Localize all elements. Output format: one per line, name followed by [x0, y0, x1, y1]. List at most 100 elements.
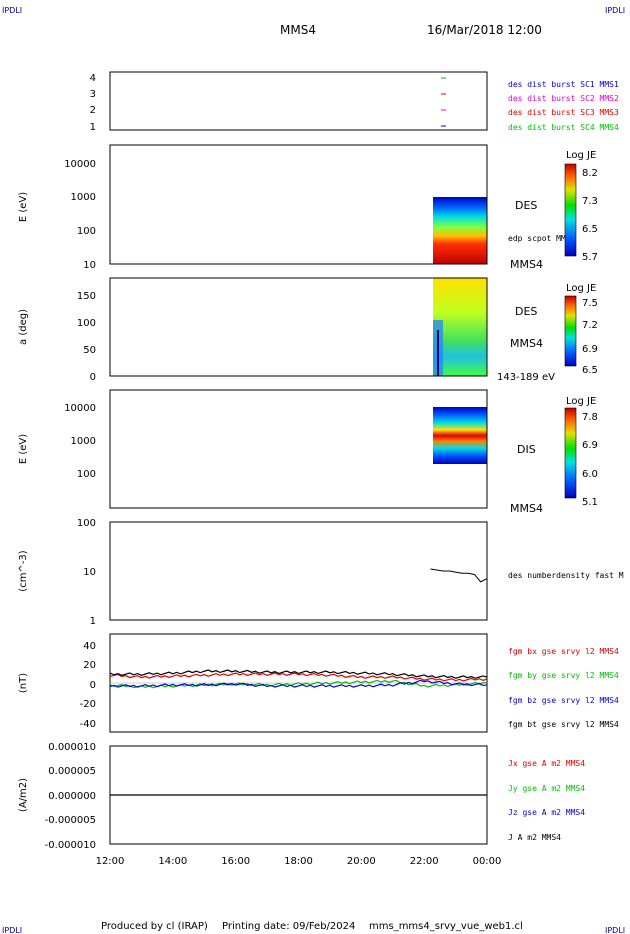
corner-label-top-right: IPDLI: [605, 6, 625, 15]
des-pa-ytick-100: 100: [77, 318, 96, 329]
b-ytick-m20: -20: [80, 699, 96, 710]
j-ylabel: (A/m2): [18, 778, 29, 812]
dens-legend: des numberdensity fast M: [508, 571, 624, 580]
bfield-series: [109, 669, 488, 689]
density-series: [430, 568, 488, 583]
burst-legend-mms3: des dist burst SC3 MMS3: [508, 108, 619, 117]
burst-ytick-4: 4: [90, 73, 96, 84]
des-e-cbar-tick-1: 7.3: [582, 196, 598, 207]
dis-energy-spectrogram: [433, 407, 487, 464]
des-e-ytick-10: 10: [83, 260, 96, 271]
des-e-cbar-tick-0: 8.2: [582, 168, 598, 179]
b-ytick-0: 0: [90, 680, 96, 691]
corner-label-bottom-left: IPDLI: [2, 926, 22, 934]
panel-des-pitch-frame: [109, 277, 488, 377]
panel-des-energy-frame: [109, 144, 488, 265]
header-spacecraft: MMS4: [280, 23, 316, 37]
dis-e-cbar-tick-1: 6.9: [582, 440, 598, 451]
x-tick-label: 18:00: [284, 856, 313, 867]
dis-e-ytick-10000: 10000: [64, 403, 96, 414]
x-tick-label: 20:00: [347, 856, 376, 867]
burst-legend-mms1: des dist burst SC1 MMS1: [508, 80, 619, 89]
b-legend-bt: fgm bt gse srvy l2 MMS4: [508, 720, 619, 729]
b-legend-by: fgm by gse srvy l2 MMS4: [508, 671, 619, 680]
des-pa-side-label2: MMS4: [510, 337, 543, 350]
des-e-ylabel: E (eV): [18, 192, 29, 222]
x-tick-label: 00:00: [473, 856, 502, 867]
des-pa-cbar-tick-2: 6.9: [582, 344, 598, 355]
des-e-ytick-100: 100: [77, 226, 96, 237]
burst-legend-mms4: des dist burst SC4 MMS4: [508, 123, 619, 132]
burst-ytick-2: 2: [90, 105, 96, 116]
dis-e-bottom-label: MMS4: [510, 502, 543, 515]
des-e-colorbar: [564, 163, 577, 257]
bfield-line-by: [109, 679, 488, 689]
b-ytick-m40: -40: [80, 719, 96, 730]
b-legend-bz: fgm bz gse srvy l2 MMS4: [508, 696, 619, 705]
des-e-cbar-tick-2: 6.5: [582, 224, 598, 235]
dens-ylabel: (cm^-3): [18, 550, 29, 591]
des-pa-ylabel: a (deg): [18, 309, 29, 345]
dens-ytick-10: 10: [83, 567, 96, 578]
des-pa-colorbar: [564, 295, 577, 367]
j-ytick-4: -0.000010: [45, 840, 96, 851]
dis-e-ytick-1000: 1000: [71, 436, 96, 447]
des-e-bottom-label: MMS4: [510, 258, 543, 271]
x-axis: 12:00 14:00 16:00 18:00 20:00 22:00 00:00: [96, 856, 502, 867]
x-tick-label: 12:00: [96, 856, 125, 867]
bfield-line-bx: [109, 672, 488, 682]
panel-burst-frame: [109, 71, 488, 131]
j-legend-j: J A m2 MMS4: [508, 833, 561, 842]
dens-ytick-100: 100: [77, 518, 96, 529]
des-pa-cbar-tick-1: 7.2: [582, 320, 598, 331]
header-date: 16/Mar/2018 12:00: [427, 23, 542, 37]
bfield-line-bt: [109, 669, 488, 679]
footer-produced-by: Produced by cl (IRAP): [101, 921, 208, 932]
panel-density-frame: [109, 521, 488, 621]
footer-filename: mms_mms4_srvy_vue_web1.cl: [369, 921, 523, 932]
j-ytick-1: 0.000005: [48, 766, 96, 777]
des-pa-cbar-tick-3: 6.5: [582, 365, 598, 376]
des-pa-colorbar-title: Log JE: [566, 283, 596, 294]
dens-ytick-1: 1: [90, 616, 96, 627]
b-ytick-40: 40: [83, 641, 96, 652]
dis-e-colorbar-title: Log JE: [566, 396, 596, 407]
burst-legend-mms2: des dist burst SC2 MMS2: [508, 94, 619, 103]
burst-ytick-1: 1: [90, 122, 96, 133]
des-pa-cbar-tick-0: 7.5: [582, 298, 598, 309]
dis-e-ytick-100: 100: [77, 469, 96, 480]
x-tick-label: 14:00: [158, 856, 187, 867]
des-e-cbar-tick-3: 5.7: [582, 252, 598, 263]
des-pa-side-label: DES: [515, 305, 537, 318]
dis-e-side-label: DIS: [517, 443, 536, 456]
des-pa-ytick-0: 0: [90, 372, 96, 383]
b-ylabel: (nT): [18, 673, 29, 693]
j-legend-jz: Jz gse A m2 MMS4: [508, 808, 585, 817]
des-pa-ytick-50: 50: [83, 345, 96, 356]
x-tick-label: 16:00: [221, 856, 250, 867]
footer-printing-date: Printing date: 09/Feb/2024: [222, 921, 355, 932]
bfield-line-bz: [109, 679, 488, 688]
des-e-ytick-1000: 1000: [71, 192, 96, 203]
corner-label-top-left: IPDLI: [2, 6, 22, 15]
b-legend-bx: fgm bx gse srvy l2 MMS4: [508, 647, 619, 656]
x-tick-label: 22:00: [410, 856, 439, 867]
j-ytick-top: 0.000010: [48, 742, 96, 753]
dis-e-cbar-tick-0: 7.8: [582, 412, 598, 423]
dis-e-cbar-tick-2: 6.0: [582, 469, 598, 480]
burst-ytick-3: 3: [90, 89, 96, 100]
j-ytick-3: -0.000005: [45, 815, 96, 826]
j-ytick-2: 0.000000: [48, 791, 96, 802]
des-e-ytick-10000: 10000: [64, 159, 96, 170]
dis-e-ylabel: E (eV): [18, 434, 29, 464]
corner-label-bottom-right: IPDLI: [605, 926, 625, 934]
j-legend-jy: Jy gse A m2 MMS4: [508, 784, 585, 793]
density-line: [430, 568, 488, 583]
des-e-note: edp scpot MMS4: [508, 234, 576, 243]
des-pa-bottom-label: 143-189 eV: [497, 372, 555, 383]
dis-e-cbar-tick-3: 5.1: [582, 497, 598, 508]
b-ytick-20: 20: [83, 660, 96, 671]
des-e-colorbar-title: Log JE: [566, 150, 596, 161]
des-e-side-label: DES: [515, 199, 537, 212]
